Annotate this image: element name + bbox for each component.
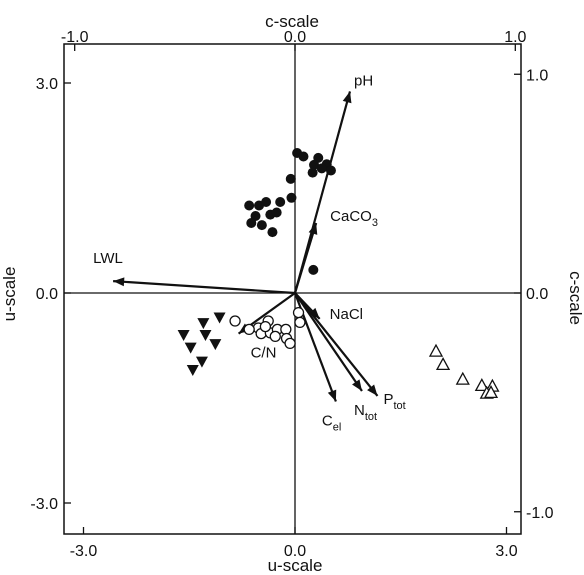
point-filled-triangle bbox=[195, 356, 208, 368]
vector-arrowhead bbox=[308, 223, 318, 235]
environmental-vectors: pH CaCO3 LWL NaCl C/N Cel Ntot Ptot bbox=[93, 72, 406, 433]
vector-arrowhead bbox=[308, 307, 320, 319]
point-open-circle bbox=[294, 316, 306, 329]
vector-label: C/N bbox=[251, 345, 277, 362]
right-axis-label: c-scale bbox=[566, 271, 584, 325]
right-tick-label: 0.0 bbox=[526, 286, 548, 303]
bottom-axis-label: u-scale bbox=[268, 556, 323, 575]
point-filled-triangle bbox=[199, 330, 212, 341]
point-filled-circle bbox=[325, 165, 336, 176]
vector-label: LWL bbox=[93, 250, 123, 267]
vector-label: Ntot bbox=[354, 402, 377, 423]
right-tick-labels: 1.0 0.0 -1.0 bbox=[526, 67, 554, 522]
point-open-circle bbox=[292, 306, 305, 319]
vector-caco3: CaCO3 bbox=[293, 208, 378, 294]
point-open-circle bbox=[243, 323, 255, 336]
vector-line bbox=[294, 292, 379, 397]
right-tick-label: 1.0 bbox=[526, 67, 548, 84]
top-tick-label: 1.0 bbox=[504, 29, 526, 46]
point-filled-circle bbox=[298, 151, 309, 162]
vector-label: Ptot bbox=[383, 391, 405, 412]
point-filled-circle bbox=[244, 200, 255, 211]
point-filled-circle bbox=[316, 163, 327, 174]
point-filled-circle bbox=[286, 192, 297, 203]
vector-lwl: LWL bbox=[93, 250, 296, 295]
point-open-triangle bbox=[483, 385, 499, 399]
vector-label: NaCl bbox=[330, 306, 363, 323]
point-filled-triangle bbox=[186, 365, 199, 376]
vector-ph: pH bbox=[293, 72, 373, 294]
point-open-circle bbox=[229, 315, 241, 327]
point-filled-circle bbox=[271, 207, 282, 218]
point-filled-triangle bbox=[177, 330, 190, 341]
point-filled-circle bbox=[275, 197, 286, 207]
vector-line bbox=[113, 280, 296, 295]
left-tick-label: 3.0 bbox=[36, 76, 58, 93]
left-axis-label: u-scale bbox=[0, 267, 19, 322]
point-filled-circle bbox=[308, 264, 319, 275]
point-open-circle bbox=[269, 330, 281, 343]
point-open-triangle bbox=[455, 371, 470, 385]
vector-ptot: Ptot bbox=[294, 292, 406, 412]
left-tick-labels: 3.0 0.0 -3.0 bbox=[30, 76, 58, 513]
point-filled-circle bbox=[256, 220, 267, 231]
bottom-tick-label: -3.0 bbox=[70, 543, 98, 560]
left-tick-label: -3.0 bbox=[30, 496, 58, 513]
point-filled-circle bbox=[307, 167, 318, 178]
vector-arrowhead bbox=[327, 389, 337, 402]
vector-line bbox=[294, 292, 363, 392]
point-open-triangle bbox=[428, 343, 444, 357]
point-filled-circle bbox=[267, 227, 278, 238]
vector-arrowhead bbox=[367, 384, 378, 396]
point-open-triangle bbox=[474, 378, 489, 392]
point-filled-triangle bbox=[184, 342, 197, 354]
vector-arrowhead bbox=[342, 91, 352, 104]
vector-ntot: Ntot bbox=[294, 292, 377, 423]
vector-arrowhead bbox=[113, 277, 125, 287]
top-axis-label: c-scale bbox=[265, 12, 319, 31]
plot-frame bbox=[63, 43, 522, 535]
point-open-triangle bbox=[435, 357, 451, 371]
tick-marks bbox=[64, 44, 521, 534]
vector-label: Cel bbox=[322, 413, 341, 434]
sample-points bbox=[177, 148, 500, 399]
bottom-tick-label: 3.0 bbox=[495, 543, 517, 560]
right-tick-label: -1.0 bbox=[526, 505, 554, 522]
point-filled-triangle bbox=[197, 318, 210, 330]
left-tick-label: 0.0 bbox=[36, 286, 58, 303]
point-filled-circle bbox=[246, 218, 257, 228]
vector-arrowhead bbox=[352, 379, 362, 391]
point-filled-circle bbox=[261, 197, 272, 207]
vector-nacl: NaCl bbox=[294, 292, 363, 323]
vector-label: pH bbox=[354, 72, 373, 89]
point-open-circle bbox=[259, 320, 272, 333]
bottom-tick-label: 0.0 bbox=[284, 543, 306, 560]
point-open-circle bbox=[284, 337, 296, 350]
top-tick-labels: -1.0 0.0 1.0 bbox=[61, 29, 527, 46]
top-tick-label: -1.0 bbox=[61, 29, 89, 46]
point-filled-triangle bbox=[209, 339, 222, 351]
point-filled-circle bbox=[285, 173, 296, 184]
bottom-tick-labels: -3.0 0.0 3.0 bbox=[70, 543, 518, 560]
vector-label: CaCO3 bbox=[330, 208, 378, 229]
top-tick-label: 0.0 bbox=[284, 29, 306, 46]
vector-line bbox=[293, 222, 318, 294]
point-filled-circle bbox=[309, 159, 320, 170]
point-filled-triangle bbox=[213, 312, 226, 324]
